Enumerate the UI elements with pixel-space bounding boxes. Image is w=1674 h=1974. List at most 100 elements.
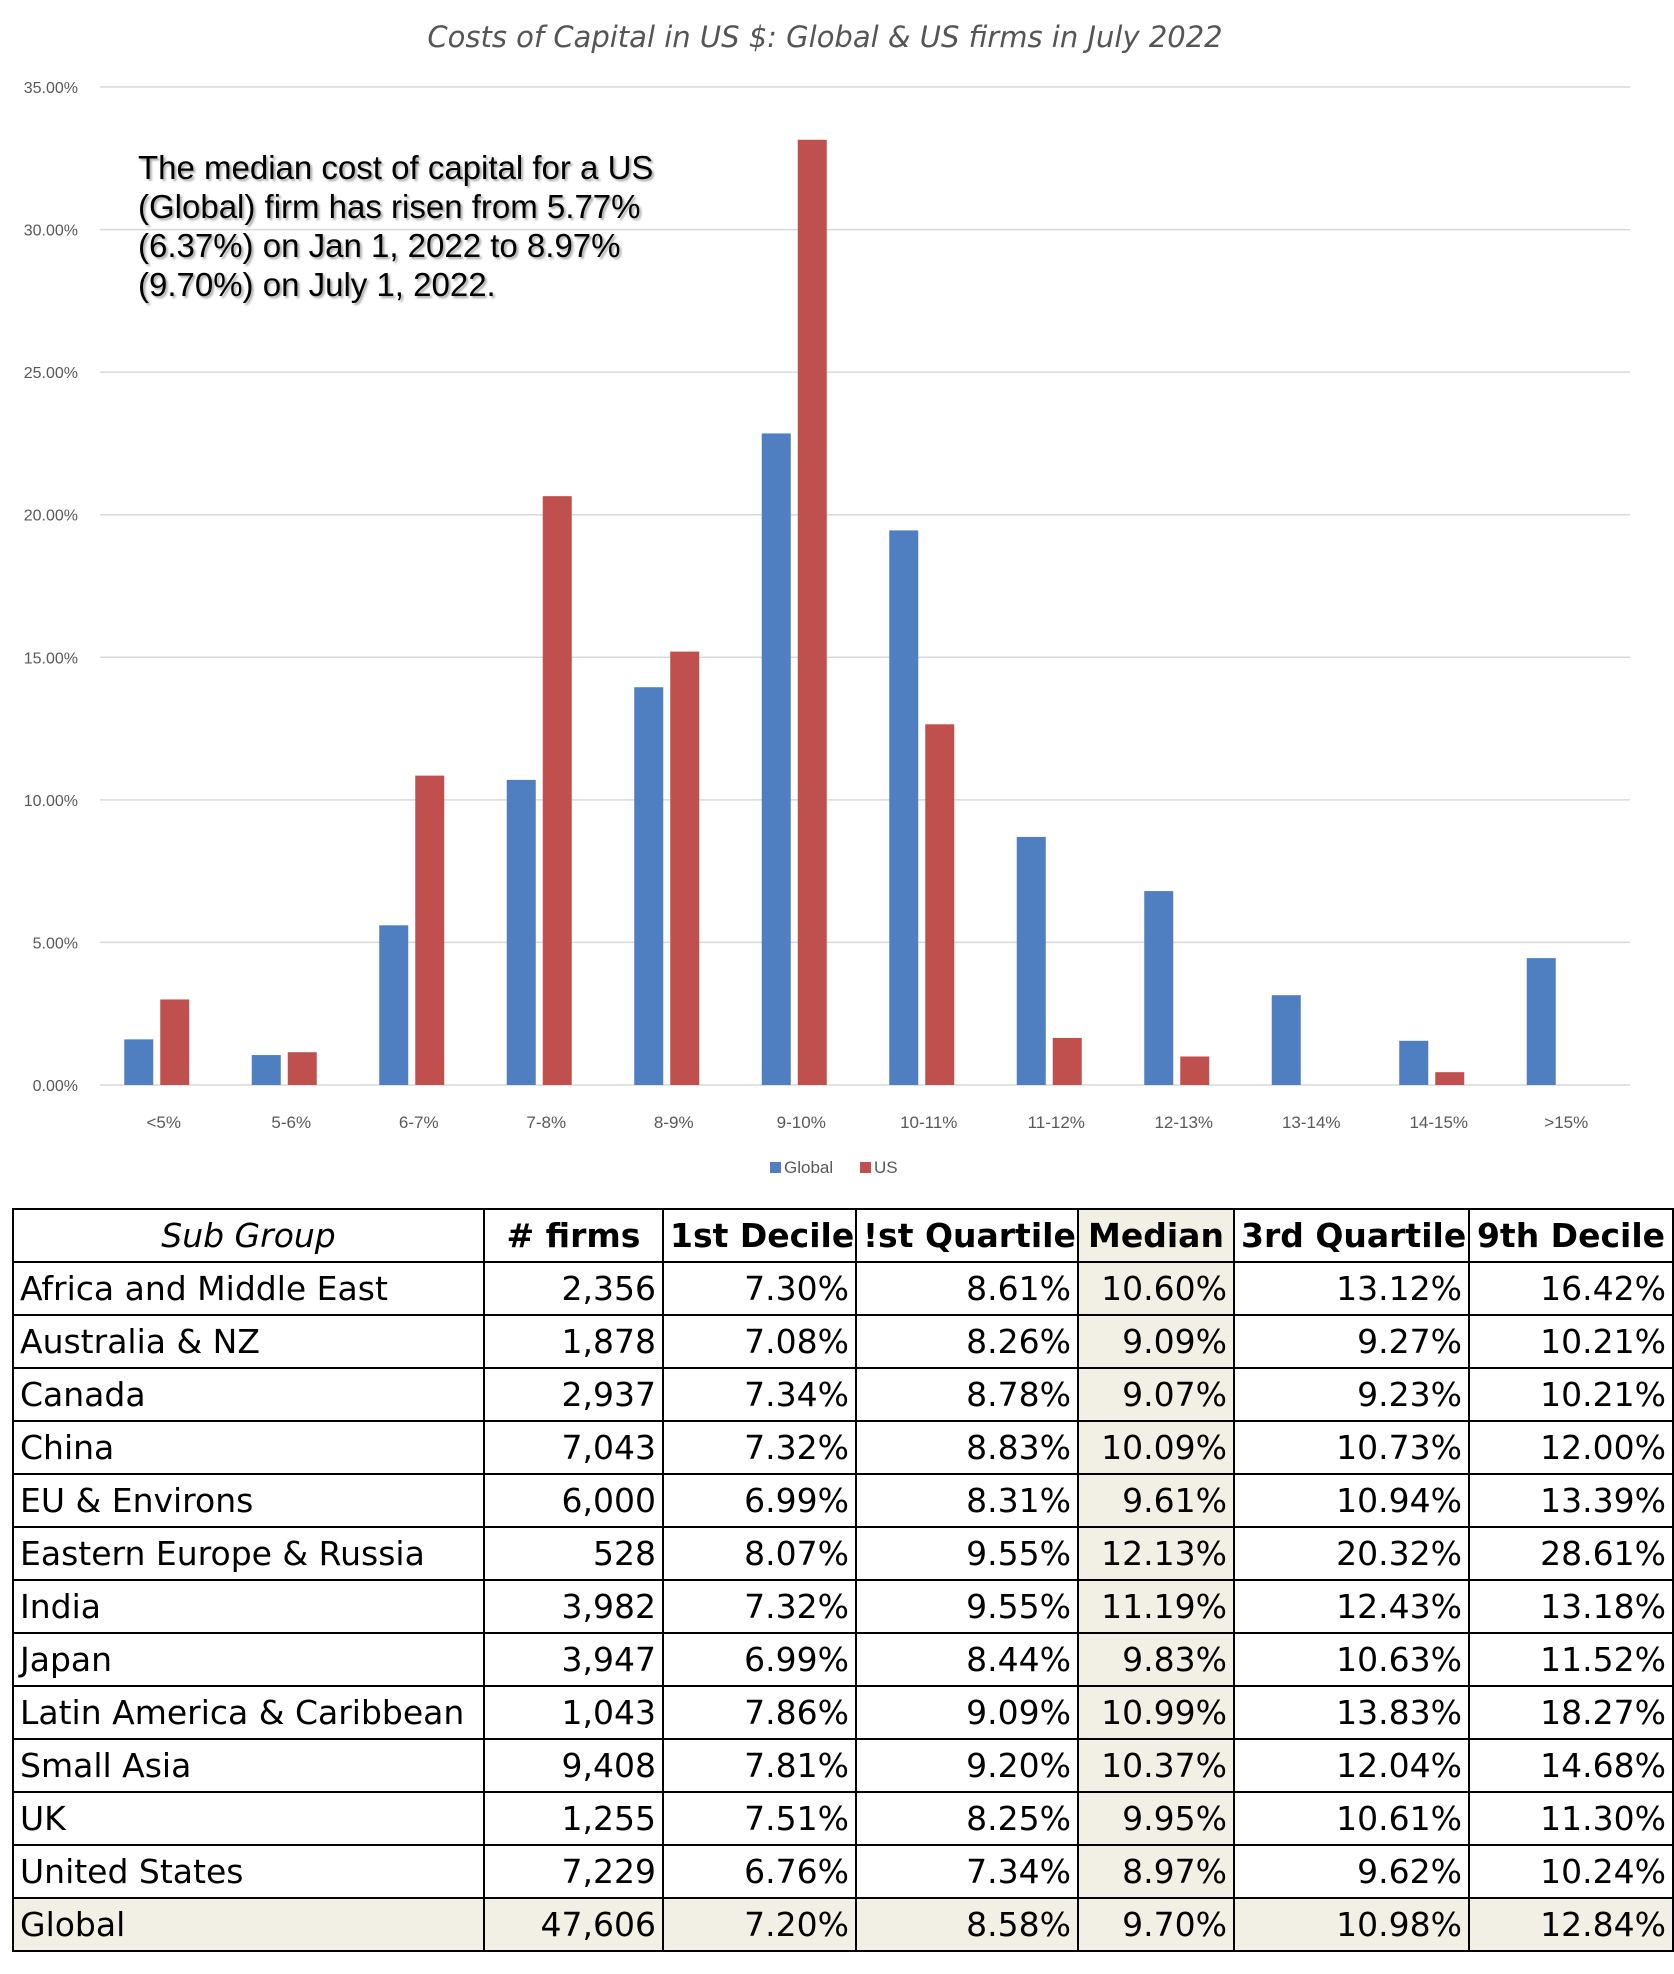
y-tick-label: 10.00% bbox=[24, 793, 78, 810]
cell-1st-quartile: 9.20% bbox=[855, 1738, 1079, 1793]
bar-global bbox=[1399, 1040, 1429, 1085]
x-tick-label: 12-13% bbox=[1154, 1113, 1213, 1132]
cell-3rd-quartile: 10.94% bbox=[1233, 1473, 1470, 1528]
cell-3rd-quartile: 9.23% bbox=[1233, 1367, 1470, 1422]
cell-median: 10.60% bbox=[1077, 1261, 1235, 1316]
x-tick-label: <5% bbox=[147, 1113, 182, 1132]
cell-9th-decile: 14.68% bbox=[1468, 1738, 1674, 1793]
bar-global bbox=[1016, 836, 1046, 1085]
cell-median: 9.61% bbox=[1077, 1473, 1235, 1528]
cell-1st-decile: 8.07% bbox=[662, 1526, 857, 1581]
header-sub-group: Sub Group bbox=[12, 1208, 485, 1263]
bar-chart: Costs of Capital in US $: Global & US fi… bbox=[24, 20, 1630, 1177]
cell-sub-group: Africa and Middle East bbox=[12, 1261, 485, 1316]
bar-us bbox=[542, 496, 572, 1085]
table-row: Latin America & Caribbean 1,043 7.86% 9.09%… bbox=[12, 1685, 1674, 1740]
cell-median: 9.09% bbox=[1077, 1314, 1235, 1369]
y-tick-label: 5.00% bbox=[33, 935, 78, 952]
cell-median: 12.13% bbox=[1077, 1526, 1235, 1581]
cell-3rd-quartile: 10.63% bbox=[1233, 1632, 1470, 1687]
cell-median: 10.37% bbox=[1077, 1738, 1235, 1793]
bar-us bbox=[1180, 1056, 1210, 1085]
cell-1st-quartile: 8.31% bbox=[855, 1473, 1079, 1528]
table-row: UK 1,255 7.51% 8.25% 9.95% 10.61% 11.30% bbox=[12, 1791, 1674, 1846]
cell-3rd-quartile: 13.12% bbox=[1233, 1261, 1470, 1316]
cell-1st-decile: 7.32% bbox=[662, 1579, 857, 1634]
cell-sub-group: EU & Environs bbox=[12, 1473, 485, 1528]
cell-sub-group: Eastern Europe & Russia bbox=[12, 1526, 485, 1581]
cell-9th-decile: 13.39% bbox=[1468, 1473, 1674, 1528]
cell-9th-decile: 18.27% bbox=[1468, 1685, 1674, 1740]
cell-firms: 9,408 bbox=[483, 1738, 664, 1793]
cell-9th-decile: 12.00% bbox=[1468, 1420, 1674, 1475]
legend-label-global: Global bbox=[784, 1158, 833, 1177]
cell-1st-quartile: 8.25% bbox=[855, 1791, 1079, 1846]
cell-1st-decile: 7.20% bbox=[662, 1897, 857, 1952]
y-tick-label: 30.00% bbox=[24, 223, 78, 240]
cell-1st-quartile: 8.58% bbox=[855, 1897, 1079, 1952]
x-tick-label: 6-7% bbox=[399, 1113, 439, 1132]
table-row: Canada 2,937 7.34% 8.78% 9.07% 9.23% 10.21% bbox=[12, 1367, 1674, 1422]
cell-sub-group: Global bbox=[12, 1897, 485, 1952]
cell-firms: 2,937 bbox=[483, 1367, 664, 1422]
cell-1st-decile: 7.30% bbox=[662, 1261, 857, 1316]
cell-sub-group: Australia & NZ bbox=[12, 1314, 485, 1369]
cell-sub-group: UK bbox=[12, 1791, 485, 1846]
bar-global bbox=[1526, 958, 1556, 1085]
bar-global bbox=[634, 687, 664, 1085]
cell-sub-group: Small Asia bbox=[12, 1738, 485, 1793]
header-1st-decile: 1st Decile bbox=[662, 1208, 857, 1263]
cell-1st-quartile: 8.44% bbox=[855, 1632, 1079, 1687]
header-9th-decile: 9th Decile bbox=[1468, 1208, 1674, 1263]
cell-1st-decile: 7.34% bbox=[662, 1367, 857, 1422]
cell-firms: 7,043 bbox=[483, 1420, 664, 1475]
table-row: India 3,982 7.32% 9.55% 11.19% 12.43% 13.18% bbox=[12, 1579, 1674, 1634]
bar-global bbox=[124, 1039, 154, 1085]
table-row: Africa and Middle East 2,356 7.30% 8.61% 10.… bbox=[12, 1261, 1674, 1316]
bar-global bbox=[379, 925, 409, 1085]
cell-firms: 1,878 bbox=[483, 1314, 664, 1369]
cell-1st-decile: 6.76% bbox=[662, 1844, 857, 1899]
legend-swatch-global bbox=[770, 1162, 781, 1173]
cell-3rd-quartile: 10.98% bbox=[1233, 1897, 1470, 1952]
bar-us bbox=[925, 724, 955, 1085]
cell-1st-decile: 7.32% bbox=[662, 1420, 857, 1475]
cell-1st-decile: 6.99% bbox=[662, 1473, 857, 1528]
bar-us bbox=[1435, 1072, 1465, 1085]
x-tick-label: 9-10% bbox=[777, 1113, 826, 1132]
statistics-table: Sub Group # firms 1st Decile !st Quartil… bbox=[12, 1208, 1674, 1952]
cell-1st-decile: 7.86% bbox=[662, 1685, 857, 1740]
cell-median: 9.83% bbox=[1077, 1632, 1235, 1687]
cell-9th-decile: 10.21% bbox=[1468, 1314, 1674, 1369]
cell-median: 8.97% bbox=[1077, 1844, 1235, 1899]
cell-3rd-quartile: 9.62% bbox=[1233, 1844, 1470, 1899]
bar-global bbox=[506, 779, 536, 1085]
legend-swatch-us bbox=[860, 1162, 871, 1173]
cell-sub-group: United States bbox=[12, 1844, 485, 1899]
cell-1st-quartile: 8.26% bbox=[855, 1314, 1079, 1369]
bar-global bbox=[889, 530, 919, 1085]
x-tick-label: 10-11% bbox=[900, 1113, 957, 1132]
header-median: Median bbox=[1077, 1208, 1235, 1263]
cell-1st-decile: 7.08% bbox=[662, 1314, 857, 1369]
table-row: EU & Environs 6,000 6.99% 8.31% 9.61% 10.94% 1… bbox=[12, 1473, 1674, 1528]
cost-of-capital-table: Sub Group # firms 1st Decile !st Quartil… bbox=[12, 1208, 1674, 1952]
bar-us bbox=[160, 999, 190, 1085]
cell-9th-decile: 10.21% bbox=[1468, 1367, 1674, 1422]
cell-firms: 528 bbox=[483, 1526, 664, 1581]
cell-median: 9.70% bbox=[1077, 1897, 1235, 1952]
cell-1st-quartile: 7.34% bbox=[855, 1844, 1079, 1899]
cell-1st-decile: 6.99% bbox=[662, 1632, 857, 1687]
y-tick-label: 15.00% bbox=[24, 650, 78, 667]
cell-firms: 2,356 bbox=[483, 1261, 664, 1316]
cell-9th-decile: 10.24% bbox=[1468, 1844, 1674, 1899]
table-header-row: Sub Group # firms 1st Decile !st Quartil… bbox=[12, 1208, 1674, 1263]
cell-3rd-quartile: 12.04% bbox=[1233, 1738, 1470, 1793]
bar-us bbox=[670, 651, 700, 1085]
table-row: Japan 3,947 6.99% 8.44% 9.83% 10.63% 11.52% bbox=[12, 1632, 1674, 1687]
table-row: China 7,043 7.32% 8.83% 10.09% 10.73% 12.00% bbox=[12, 1420, 1674, 1475]
cell-firms: 7,229 bbox=[483, 1844, 664, 1899]
legend-label-us: US bbox=[874, 1158, 898, 1177]
cell-median: 10.09% bbox=[1077, 1420, 1235, 1475]
cell-3rd-quartile: 20.32% bbox=[1233, 1526, 1470, 1581]
